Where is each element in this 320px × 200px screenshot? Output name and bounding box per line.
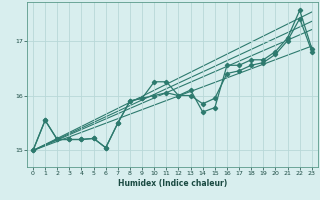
X-axis label: Humidex (Indice chaleur): Humidex (Indice chaleur) (118, 179, 227, 188)
